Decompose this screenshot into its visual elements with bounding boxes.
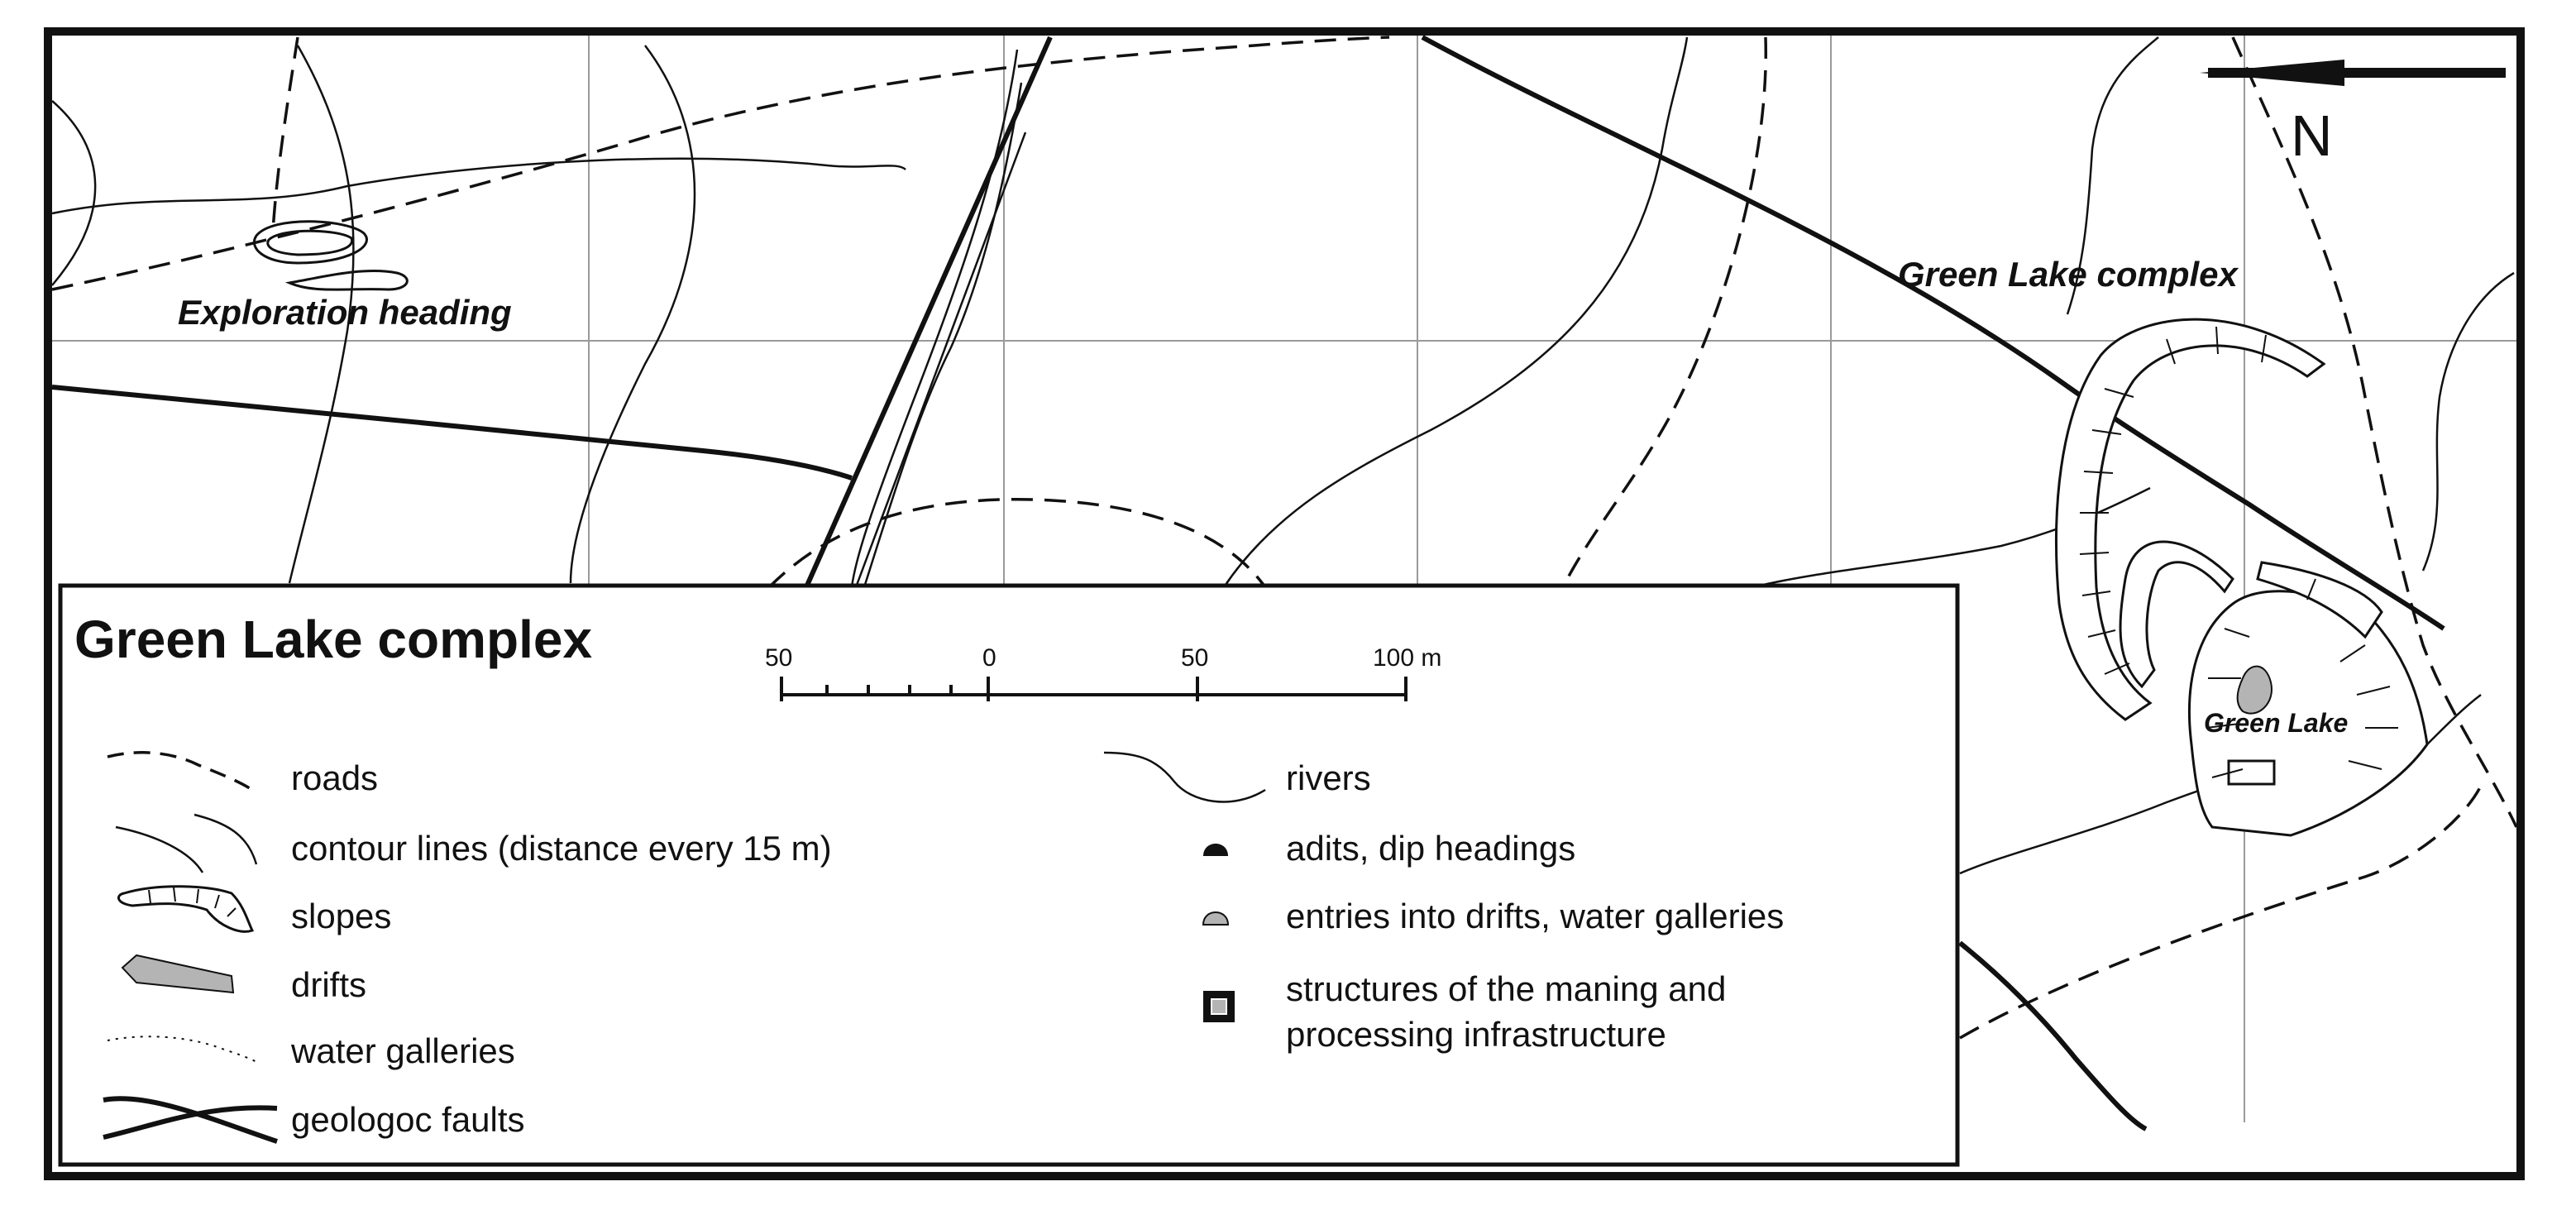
legend-faults-symbol [103, 1096, 278, 1144]
legend-contours-label: contour lines (distance every 15 m) [291, 829, 832, 868]
legend-drifts-label: drifts [291, 965, 366, 1004]
map-frame [44, 27, 2525, 1180]
legend-box [58, 583, 1960, 1167]
fault-thin-branch [854, 132, 1027, 588]
green-lake-water [2236, 665, 2273, 715]
green-lake-slopes [2055, 318, 2429, 837]
exploration-heading-slope [253, 220, 409, 291]
legend-water-galleries-symbol [107, 1036, 259, 1064]
legend-adits-label: adits, dip headings [1286, 829, 1575, 868]
legend-water-galleries-label: water galleries [290, 1031, 515, 1070]
legend-adits-symbol [1203, 844, 1228, 856]
legend-structures-label: structures of the maning and [1286, 969, 1726, 1008]
legend-structures-symbol [1203, 991, 1235, 1022]
legend-slopes-hachures [148, 887, 237, 917]
legend-drifts-symbol [121, 954, 235, 994]
scale-tick-label: 0 [982, 644, 996, 672]
legend-contours-symbol [115, 813, 258, 873]
legend-roads-symbol [107, 751, 253, 792]
green-lake-structure [2227, 759, 2276, 786]
exploration-heading-label: Exploration heading [178, 293, 512, 332]
green-lake-label: Green Lake [2204, 708, 2348, 738]
legend-roads-label: roads [291, 758, 378, 797]
scale-tick-label: 50 [1181, 644, 1208, 672]
legend-title: Green Lake complex [74, 610, 592, 669]
scale-tick-label: 50 [765, 644, 792, 672]
complex-label: Green Lake complex [1898, 255, 2239, 294]
green-lake-slope-hachures [2079, 326, 2398, 778]
legend-entries-label: entries into drifts, water galleries [1286, 897, 1784, 935]
legend-rivers-symbol [1103, 751, 1266, 803]
legend-faults-label: geologoc faults [291, 1100, 525, 1139]
scale-tick-label: 100 m [1373, 644, 1441, 672]
legend-rivers-label: rivers [1286, 758, 1371, 797]
north-label: N [2291, 103, 2333, 168]
roads [51, 36, 2518, 1040]
legend-slopes-label: slopes [291, 897, 391, 935]
legend-structures-label-2: processing infrastructure [1286, 1015, 1666, 1054]
north-arrow [2200, 60, 2506, 86]
scale-bar [780, 677, 1407, 701]
legend-entries-symbol [1202, 911, 1230, 926]
